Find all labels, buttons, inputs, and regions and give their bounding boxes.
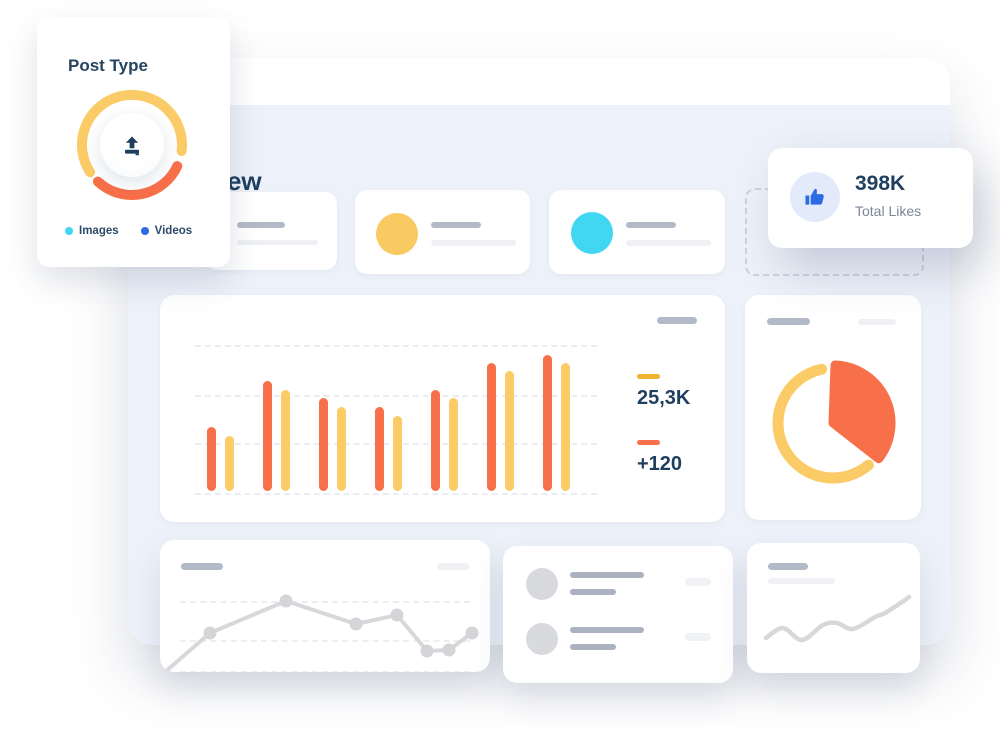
window-header [128,58,950,105]
bar-chart-card: 25,3K +120 [160,295,725,522]
bar [375,407,384,491]
post-type-title: Post Type [68,56,148,75]
bar [225,436,234,491]
placeholder-line [437,563,469,570]
gridline [195,493,597,495]
placeholder-line [181,563,223,570]
wave-line-chart [763,594,912,643]
placeholder-line [626,222,676,228]
placeholder-line [768,578,835,584]
gridline [180,640,470,642]
bar [561,363,570,491]
bar [487,363,496,491]
thumbs-up-icon [790,172,840,222]
line-chart-card [160,540,490,672]
list-card [503,546,733,683]
wave-chart-card [747,543,920,673]
gridline [195,395,597,397]
list-action-button[interactable] [685,633,711,641]
legend-dot [65,227,73,235]
gridline [195,345,597,347]
bar [449,398,458,491]
placeholder-line [570,627,644,633]
bar [543,355,552,491]
stat-circle-yellow [376,213,418,255]
gridline [180,601,470,603]
placeholder-line [768,563,808,570]
avatar [526,568,558,600]
dot-line-chart [163,594,479,672]
pie-chart [772,360,896,484]
placeholder-line [858,319,896,325]
post-type-legend: Images Videos [65,225,215,237]
placeholder-line [767,318,810,325]
post-type-donut-chart [76,89,187,200]
bar [431,390,440,491]
legend-value: +120 [637,453,683,475]
total-likes-label: Total Likes [855,203,922,219]
bar [337,407,346,491]
placeholder-line [570,589,616,595]
legend-dash [637,374,660,379]
legend-dash [637,440,660,445]
bar [319,398,328,491]
legend-label: Images [79,225,119,237]
placeholder-line [431,240,516,246]
bar [263,381,272,491]
stat-card-3 [549,190,725,274]
legend-value: 25,3K [637,387,691,409]
placeholder-line [570,572,644,578]
thumbs-up-glyph [805,188,824,205]
bar [281,390,290,491]
stat-card-2 [355,190,530,274]
placeholder-line [570,644,616,650]
bar [207,427,216,491]
list-action-button[interactable] [685,578,711,586]
placeholder-line [657,317,697,324]
legend-item-images: Images [65,225,119,237]
placeholder-line [431,222,481,228]
placeholder-line [626,240,711,246]
legend-label: Videos [154,225,193,237]
stat-circle-cyan [571,212,613,254]
total-likes-value: 398K [855,172,906,195]
legend-item-videos: Videos [140,225,193,237]
avatar [526,623,558,655]
placeholder-line [237,222,285,228]
legend-dot [140,227,149,235]
upload-button[interactable] [100,113,164,177]
bar [505,371,514,491]
total-likes-card: 398K Total Likes [768,148,973,248]
gridline [180,671,470,672]
pie-chart-card [745,295,921,520]
post-type-card: Post Type Images Videos [37,17,230,267]
placeholder-line [237,240,318,245]
bar [393,416,402,491]
upload-icon [125,136,139,156]
